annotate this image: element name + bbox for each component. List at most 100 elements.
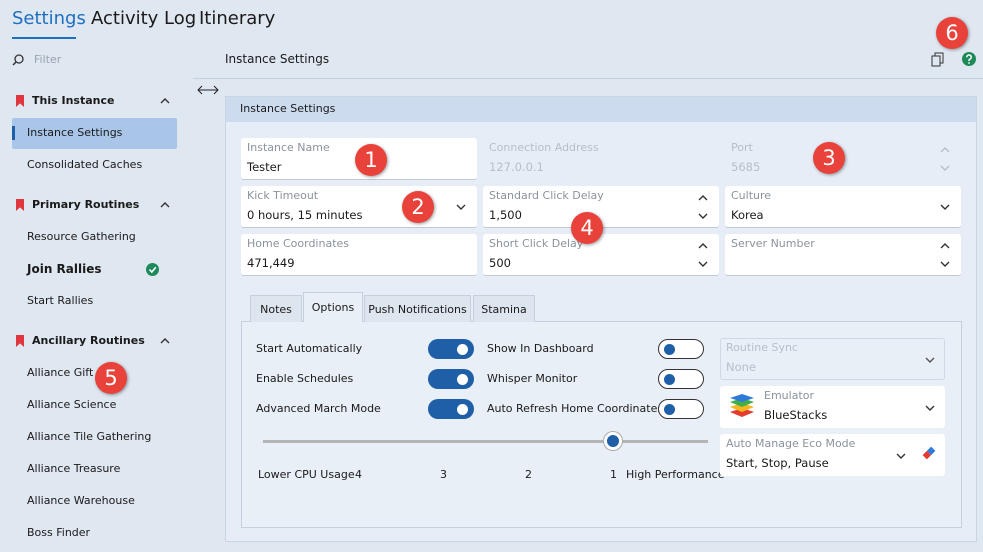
side-field-label: Emulator: [764, 389, 814, 402]
slider-tick-label: 1: [610, 468, 617, 481]
chevron-up[interactable]: [160, 338, 170, 344]
field-label: Home Coordinates: [247, 237, 350, 250]
chevron-up[interactable]: [940, 147, 950, 153]
toggle-knob: [457, 344, 468, 355]
help-icon[interactable]: [962, 52, 976, 66]
sidebar-item[interactable]: Boss Finder: [27, 526, 91, 539]
bookmark-icon: [16, 335, 24, 347]
field-box[interactable]: [483, 234, 719, 276]
chevron-down[interactable]: [456, 204, 466, 210]
field-value: 471,449: [247, 256, 295, 270]
side-field-value: Start, Stop, Pause: [726, 456, 829, 470]
header-divider: [193, 78, 983, 79]
toggle-label: Auto Refresh Home Coordinates: [487, 402, 664, 415]
bookmark-icon: [16, 199, 24, 211]
field-value: 500: [489, 256, 511, 270]
search-icon: [12, 54, 24, 66]
group-title[interactable]: Primary Routines: [32, 198, 140, 211]
toggle-knob: [457, 374, 468, 385]
header-title: Instance Settings: [225, 52, 330, 66]
group-title[interactable]: This Instance: [32, 94, 115, 107]
eco-icon[interactable]: [922, 446, 936, 460]
field-value: Tester: [247, 160, 282, 174]
copy-icon[interactable]: [931, 52, 945, 67]
selected-item-bar: [12, 126, 15, 140]
toggle-label: Advanced March Mode: [256, 402, 381, 415]
chevron-down[interactable]: [896, 453, 906, 459]
slider-thumb[interactable]: [604, 432, 622, 450]
sidebar-item[interactable]: Start Rallies: [27, 294, 94, 307]
sidebar-item[interactable]: Alliance Warehouse: [27, 494, 135, 507]
toggle-label: Start Automatically: [256, 342, 363, 355]
field-label: Connection Address: [489, 141, 599, 154]
field-label: Server Number: [731, 237, 815, 250]
chevron-up[interactable]: [160, 98, 170, 104]
top-tab[interactable]: Itinerary: [199, 8, 276, 29]
field-label: Port: [731, 141, 753, 154]
chevron-up[interactable]: [698, 243, 708, 249]
chevron-up[interactable]: [698, 195, 708, 201]
callout-badge: 5: [95, 362, 127, 394]
bluestacks-icon: [730, 394, 754, 417]
side-field-label: Routine Sync: [726, 341, 798, 354]
toggle-label: Enable Schedules: [256, 372, 354, 385]
field-box[interactable]: [725, 234, 961, 276]
selected-item-bg: [12, 118, 177, 149]
callout-badge: 3: [813, 142, 845, 174]
sidebar-item[interactable]: Join Rallies: [27, 262, 102, 276]
sidebar-item[interactable]: Alliance Gift: [27, 366, 94, 379]
slider-track: [263, 440, 708, 443]
sidebar-item[interactable]: Alliance Tile Gathering: [27, 430, 152, 443]
resize-icon: [197, 85, 219, 95]
side-field-value: None: [726, 360, 757, 374]
side-field-label: Auto Manage Eco Mode: [726, 437, 856, 450]
field-value: 1,500: [489, 208, 522, 222]
chevron-up[interactable]: [940, 243, 950, 249]
chevron-down[interactable]: [925, 357, 935, 363]
callout-badge: 4: [571, 212, 603, 244]
inner-tab[interactable]: Options: [303, 292, 363, 322]
callout-badge: 6: [936, 17, 968, 49]
filter-input[interactable]: Filter: [34, 53, 62, 66]
enabled-check: [146, 263, 159, 276]
chevron-down[interactable]: [698, 213, 708, 219]
sidebar-item[interactable]: Alliance Treasure: [27, 462, 121, 475]
group-title[interactable]: Ancillary Routines: [32, 334, 145, 347]
sidebar-item[interactable]: Alliance Science: [27, 398, 117, 411]
field-value: 5685: [731, 160, 761, 174]
inner-tab[interactable]: Stamina: [473, 295, 535, 322]
chevron-up[interactable]: [160, 202, 170, 208]
top-tab[interactable]: Activity Log: [91, 8, 197, 29]
field-box[interactable]: [725, 186, 961, 228]
slider-tick-label: 2: [525, 468, 532, 481]
top-tab-underline: [12, 37, 76, 39]
chevron-down[interactable]: [698, 261, 708, 267]
inner-tab[interactable]: Push Notifications: [364, 295, 471, 322]
field-box[interactable]: [241, 234, 477, 276]
slider-min-label: Lower CPU Usage: [258, 468, 355, 481]
side-field-value: BlueStacks: [764, 408, 828, 422]
chevron-down[interactable]: [940, 204, 950, 210]
field-label: Short Click Delay: [489, 237, 584, 250]
field-value: 0 hours, 15 minutes: [247, 208, 363, 222]
slider-tick-label: 4: [355, 468, 362, 481]
side-field-box[interactable]: [720, 434, 945, 476]
inner-tab[interactable]: Notes: [250, 295, 302, 322]
sidebar-item[interactable]: Instance Settings: [27, 126, 123, 139]
top-tab[interactable]: Settings: [12, 8, 86, 29]
toggle-label: Show In Dashboard: [487, 342, 594, 355]
chevron-down[interactable]: [940, 261, 950, 267]
callout-badge: 1: [355, 144, 387, 176]
sidebar-item[interactable]: Consolidated Caches: [27, 158, 143, 171]
sidebar-item[interactable]: Resource Gathering: [27, 230, 136, 243]
chevron-down[interactable]: [925, 405, 935, 411]
side-field-box: [720, 338, 945, 380]
field-label: Standard Click Delay: [489, 189, 604, 202]
field-value: Korea: [731, 208, 764, 222]
panel-title: Instance Settings: [240, 102, 336, 115]
side-field-box[interactable]: [720, 386, 945, 428]
field-box[interactable]: [241, 186, 477, 228]
field-label: Culture: [731, 189, 772, 202]
chevron-down[interactable]: [940, 165, 950, 171]
